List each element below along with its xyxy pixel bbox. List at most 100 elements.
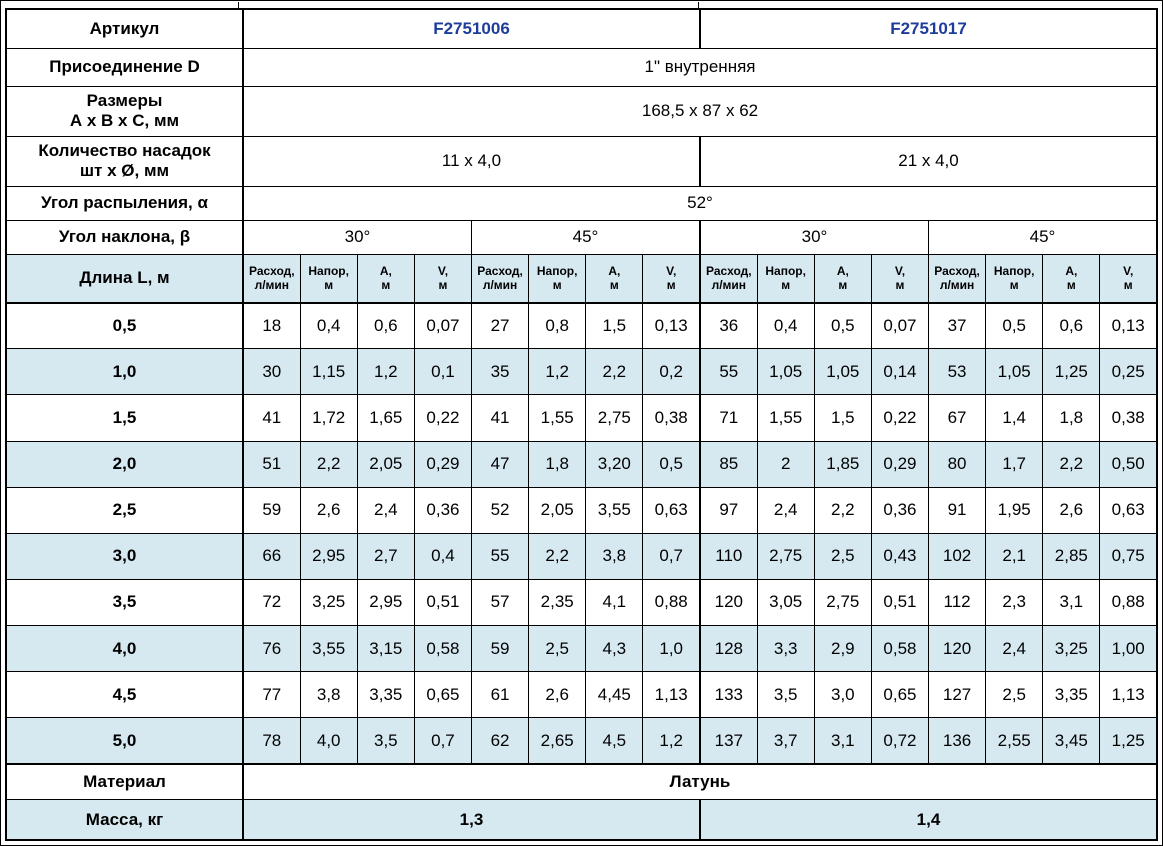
data-cell: 2,4 (756, 486, 815, 534)
dimensions-value: 168,5 x 87 x 62 (242, 85, 1158, 137)
dimensions-row: Размеры А х В х С, мм 168,5 x 87 x 62 (5, 85, 1158, 137)
data-cell: 0,65 (870, 671, 930, 719)
spray-angle-row: Угол распыления, α 52° (5, 185, 1158, 221)
data-cell: 53 (927, 348, 987, 396)
data-cell: 2,5 (985, 671, 1044, 719)
data-cell: 1,4 (985, 394, 1044, 442)
data-cell: 1,25 (1099, 717, 1158, 765)
data-cell: 0,07 (870, 302, 930, 350)
data-cell: 0,29 (413, 440, 473, 488)
data-cell: 1,05 (813, 348, 872, 396)
data-cell: 4,45 (585, 671, 644, 719)
data-cell: 3,7 (756, 717, 815, 765)
measurement-row: 2,5 59 2,6 2,4 0,36 52 2,05 3,55 0,63 97… (5, 486, 1158, 534)
data-cell: 0,1 (413, 348, 473, 396)
data-cell: 2,95 (299, 532, 358, 580)
article-row: Артикул F2751006 F2751017 (5, 8, 1158, 49)
data-cell: 3,8 (585, 532, 644, 580)
subheader-cell: А, м (1042, 254, 1101, 304)
data-cell: 1,95 (985, 486, 1044, 534)
length-value-cell: 2,5 (5, 486, 244, 534)
data-cell: 2,5 (813, 532, 872, 580)
data-cell: 78 (242, 717, 301, 765)
data-cell: 1,13 (642, 671, 701, 719)
data-cell: 2,55 (985, 717, 1044, 765)
data-cell: 66 (242, 532, 301, 580)
data-cell: 76 (242, 624, 301, 673)
data-cell: 55 (470, 532, 530, 580)
data-cell: 102 (927, 532, 987, 580)
data-cell: 0,5 (642, 440, 701, 488)
data-cell: 137 (698, 717, 758, 765)
data-cell: 3,8 (299, 671, 358, 719)
tilt-angle-value: 45° (471, 219, 701, 256)
subheader-cell: А, м (356, 254, 415, 304)
data-cell: 0,88 (642, 578, 701, 626)
nozzles-label: Количество насадок шт х Ø, мм (5, 135, 244, 187)
mass-value-2: 1,4 (699, 799, 1158, 841)
data-cell: 18 (242, 302, 301, 350)
data-cell: 2,2 (585, 348, 644, 396)
data-cell: 35 (470, 348, 530, 396)
data-cell: 1,15 (299, 348, 358, 396)
data-cell: 3,05 (756, 578, 815, 626)
data-cell: 127 (927, 671, 987, 719)
material-label: Материал (5, 762, 244, 801)
subheader-cell: Расход, л/мин (927, 254, 987, 304)
subheader-cell: Напор, м (299, 254, 358, 304)
data-cell: 1,00 (1099, 624, 1158, 673)
subheader-cell: V, м (1099, 254, 1158, 304)
data-cell: 2,85 (1042, 532, 1101, 580)
measurement-row: 5,0 78 4,0 3,5 0,7 62 2,65 4,5 1,2 137 3… (5, 717, 1158, 765)
data-cell: 80 (927, 440, 987, 488)
data-cell: 0,25 (1099, 348, 1158, 396)
subheader-cell: V, м (413, 254, 473, 304)
tilt-angle-label: Угол наклона, β (5, 219, 244, 256)
data-cell: 3,1 (1042, 578, 1101, 626)
subheader-cell: Напор, м (528, 254, 587, 304)
data-cell: 0,38 (642, 394, 701, 442)
data-cell: 2,3 (985, 578, 1044, 626)
data-cell: 3,55 (299, 624, 358, 673)
subheader-cell: V, м (642, 254, 701, 304)
data-cell: 2,95 (356, 578, 415, 626)
connection-row: Присоединение D 1" внутренняя (5, 47, 1158, 87)
data-cell: 0,43 (870, 532, 930, 580)
data-cell: 71 (698, 394, 758, 442)
material-row: Материал Латунь (5, 762, 1158, 801)
data-cell: 0,7 (642, 532, 701, 580)
top-border-tick (238, 2, 239, 8)
data-cell: 3,15 (356, 624, 415, 673)
article-code-1: F2751006 (242, 8, 701, 49)
data-cell: 3,20 (585, 440, 644, 488)
data-cell: 4,3 (585, 624, 644, 673)
data-cell: 3,35 (356, 671, 415, 719)
data-cell: 2,2 (528, 532, 587, 580)
subheader-cell: Расход, л/мин (242, 254, 301, 304)
data-cell: 136 (927, 717, 987, 765)
data-cell: 41 (470, 394, 530, 442)
data-cell: 0,75 (1099, 532, 1158, 580)
data-cell: 37 (927, 302, 987, 350)
data-cell: 112 (927, 578, 987, 626)
data-cell: 2,75 (585, 394, 644, 442)
length-value-cell: 4,5 (5, 671, 244, 719)
mass-label: Масса, кг (5, 799, 244, 841)
tilt-angle-value: 30° (242, 219, 472, 256)
data-cell: 1,5 (585, 302, 644, 350)
article-label: Артикул (5, 8, 244, 49)
data-cell: 1,0 (642, 624, 701, 673)
data-cell: 0,29 (870, 440, 930, 488)
length-label: Длина L, м (5, 254, 244, 304)
data-cell: 128 (698, 624, 758, 673)
data-cell: 2,75 (756, 532, 815, 580)
subheader-cell: А, м (585, 254, 644, 304)
data-cell: 1,05 (756, 348, 815, 396)
measurement-row: 3,5 72 3,25 2,95 0,51 57 2,35 4,1 0,88 1… (5, 578, 1158, 626)
data-cell: 2 (756, 440, 815, 488)
data-cell: 36 (698, 302, 758, 350)
dimensions-label: Размеры А х В х С, мм (5, 85, 244, 137)
data-cell: 30 (242, 348, 301, 396)
data-cell: 1,85 (813, 440, 872, 488)
data-cell: 47 (470, 440, 530, 488)
